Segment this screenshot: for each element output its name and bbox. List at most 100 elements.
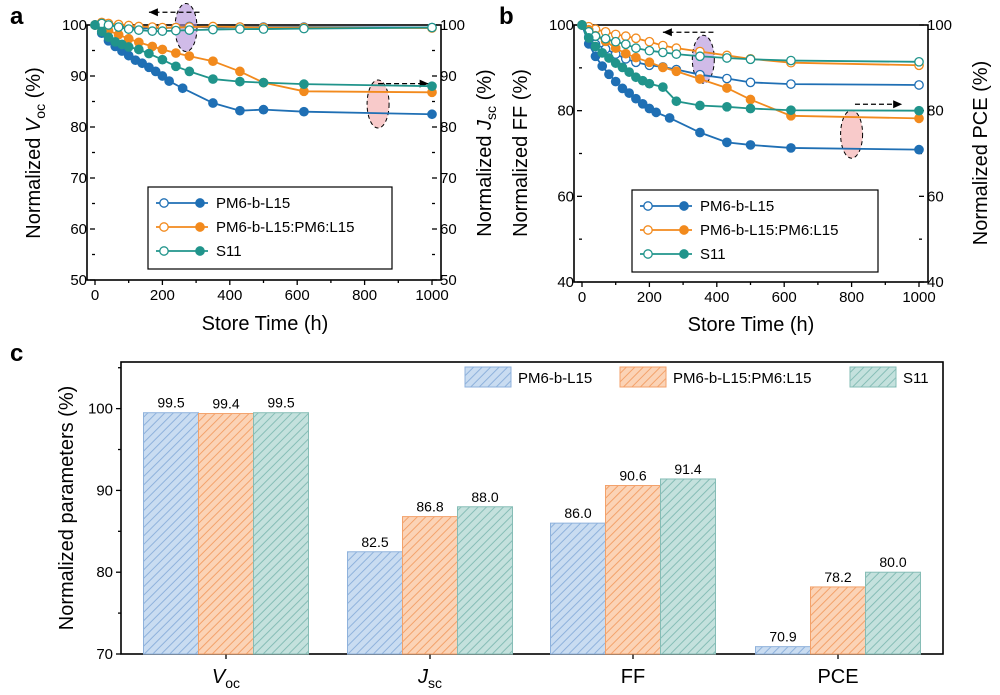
bar-s11-voc [253, 412, 309, 655]
series-s11-pce-point [644, 78, 655, 89]
bar-label-s11-voc: 99.5 [267, 395, 294, 411]
x-tick-label-0: 0 [91, 287, 99, 304]
series-pm6-b-l15-ff-point [786, 79, 796, 89]
x-tick-label-0: 0 [578, 289, 586, 306]
series-s11-pce-point [695, 100, 705, 111]
panel-c-bars: 99.5 99.4 99.5 82.5 86.8 88.0 86.0 90.6 91.4 70.9… [143, 395, 921, 655]
series-pm6-b-l15-pce-point [617, 83, 628, 94]
series-pm6-b-l15-pm6-l15-jsc-point [184, 51, 195, 61]
series-pm6-b-l15-pce-point [631, 93, 641, 104]
annotation-ellipse-2 [366, 79, 390, 129]
series-s11-voc-point [147, 26, 158, 36]
bar-pm6-b-l15-pm6-l15-ff [605, 485, 661, 655]
series-s11-voc-point [184, 25, 195, 35]
panel-a-legend-box [147, 186, 393, 270]
legend-label-pm6-b-l15: PM6-b-L15 [216, 195, 290, 212]
series-s11-ff-point [914, 56, 924, 67]
series-s11-ff-point [631, 43, 641, 53]
series-pm6-b-l15-pce-point [624, 88, 635, 98]
bar-label-pm6-b-l15-jsc: 82.5 [361, 534, 388, 550]
series-s11-pce-point [577, 20, 587, 30]
y-tick-label-80: 80 [96, 564, 113, 581]
legend-marker-filled-pm6-b-l15-pm6-l15 [195, 222, 205, 232]
bar-s11-pce [865, 571, 921, 655]
series-pm6-b-l15-pce-point [695, 127, 705, 138]
series-s11-voc-point [103, 20, 114, 30]
series-pm6-b-l15-pce-point [722, 137, 732, 148]
legend-marker-open-pm6-b-l15 [159, 198, 169, 208]
legend-marker-filled-s11 [195, 246, 205, 256]
y-left-tick-label-60: 60 [557, 188, 574, 205]
bar-label-pm6-b-l15-pm6-l15-ff: 90.6 [619, 468, 646, 484]
series-s11-jsc-point [171, 61, 181, 72]
series-pm6-b-l15-pm6-l15-jsc-point [157, 44, 168, 55]
series-pm6-b-l15-jsc-point [164, 76, 174, 86]
series-pm6-b-l15-pce [577, 20, 924, 155]
legend-label-pm6-b-l15: PM6-b-L15 [700, 198, 774, 215]
y-left-tick-label-100: 100 [549, 17, 574, 34]
x-tick-label-1000: 1000 [415, 287, 448, 304]
series-pm6-b-l15-pce-point [914, 144, 924, 155]
panel-a-ylabel-right: Normalized Jsc (%) [474, 69, 499, 236]
legend-marker-open-s11 [643, 249, 653, 259]
panel-c: c 70 80 90 100 Normalized parameters (%) 99… [10, 340, 944, 691]
annotation-arrowhead-1 [148, 8, 158, 17]
panel-a-letter: a [10, 3, 24, 30]
series-pm6-b-l15-jsc-point [258, 104, 269, 115]
panel-c-letter: c [10, 340, 23, 367]
series-s11-pce-point [914, 105, 924, 116]
y-left-tick-label-100: 100 [62, 17, 87, 34]
legend-marker-filled-pm6-b-l15 [195, 198, 205, 208]
bar-label-pm6-b-l15-pm6-l15-voc: 99.4 [212, 396, 239, 412]
series-pm6-b-l15-pm6-l15-pce-point [695, 74, 705, 84]
bar-label-s11-ff: 91.4 [674, 461, 701, 477]
series-s11-jsc-point [299, 79, 309, 90]
series-s11-jsc-point [144, 48, 154, 59]
series-s11-voc-point [235, 24, 245, 34]
annotation-arrowhead-1 [662, 28, 672, 37]
y-right-tick-label-70: 70 [440, 170, 457, 187]
bar-label-pm6-b-l15-pm6-l15-pce: 78.2 [824, 569, 851, 585]
panel-b-ylabel-left: Normalized FF (%) [510, 69, 532, 237]
series-pm6-b-l15-pce-point [637, 98, 648, 109]
panel-c-frame [120, 361, 944, 655]
series-pm6-b-l15-jsc-point [157, 71, 168, 81]
series-s11-voc-point [427, 22, 437, 33]
panel-c-ticks: 70 80 90 100 [88, 367, 839, 663]
series-s11-pce-point [604, 53, 614, 63]
y-right-tick-label-90: 90 [440, 68, 457, 85]
panel-a-legend: PM6-b-L15 PM6-b-L15:PM6:L15 S11 [147, 186, 393, 270]
series-s11-pce-point [658, 82, 668, 92]
series-pm6-b-l15-ff-point [914, 80, 924, 90]
series-pm6-b-l15-jsc-point [177, 83, 188, 94]
series-s11-jsc-point [157, 54, 168, 65]
series-pm6-b-l15-pce-point [604, 69, 614, 80]
series-s11-pce-point [617, 62, 628, 73]
series-pm6-b-l15-pm6-l15-ff-point [620, 31, 631, 41]
legend-marker-open-pm6-b-l15-pm6-l15 [159, 222, 169, 232]
legend-swatch-pm6-b-l15-pm6-l15 [619, 366, 667, 388]
series-pm6-b-l15-jsc-point [208, 98, 218, 108]
panel-b-series [577, 20, 924, 155]
y-left-tick-label-80: 80 [70, 119, 87, 136]
legend-marker-filled-pm6-b-l15 [679, 201, 689, 211]
legend-marker-filled-s11 [679, 249, 689, 259]
legend-label-pm6-b-l15-pm6-l15: PM6-b-L15:PM6:L15 [216, 219, 354, 236]
panel-c-ylabel: Normalized parameters (%) [56, 386, 78, 631]
series-s11-jsc-point [208, 74, 218, 84]
panel-a-ylabel-left: Normalized Voc (%) [23, 67, 48, 239]
series-s11-jsc-point [235, 76, 245, 87]
legend-label-s11: S11 [700, 246, 726, 263]
series-s11-voc [90, 18, 437, 36]
series-s11-jsc-point [123, 42, 134, 52]
series-pm6-b-l15-pce-point [664, 113, 675, 123]
y-left-tick-label-60: 60 [70, 221, 87, 238]
series-s11-pce-point [745, 103, 756, 114]
panel-b-letter: b [499, 3, 514, 30]
category-label-voc: Voc [212, 666, 240, 691]
series-pm6-b-l15-pm6-l15-pce-point [722, 83, 732, 93]
bar-label-pm6-b-l15-ff: 86.0 [564, 505, 591, 521]
series-s11-jsc-point [96, 26, 107, 37]
legend-label-s11: S11 [216, 243, 242, 260]
series-s11-pce [577, 20, 924, 116]
